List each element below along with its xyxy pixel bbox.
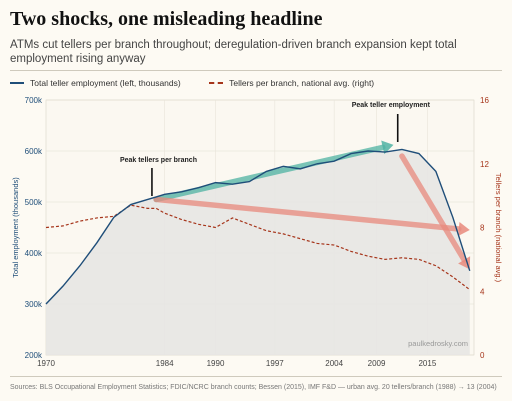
legend: Total teller employment (left, thousands… xyxy=(10,76,400,88)
chart-title: Two shocks, one misleading headline xyxy=(10,8,323,30)
x-tick-label: 1990 xyxy=(207,359,225,368)
chart-plot: 200k 300k 400k 500k 600k 700k 0 4 8 12 16 1970 1984 1… xyxy=(11,96,503,368)
employment-area xyxy=(46,149,470,355)
y2-axis-label: Tellers per branch (national avg.) xyxy=(494,173,503,283)
legend-employment-swatch xyxy=(10,82,24,84)
peak-tellers-annotation: Peak tellers per branch xyxy=(120,157,197,164)
y-tick-label: 700k xyxy=(25,96,43,105)
x-tick-label: 1997 xyxy=(266,359,284,368)
employment-line xyxy=(45,148,471,305)
y-tick-label: 400k xyxy=(25,249,43,258)
y2-tick-label: 16 xyxy=(480,96,489,105)
y2-tick-label: 4 xyxy=(480,287,485,296)
y-tick-label: 200k xyxy=(25,351,43,360)
series-lines xyxy=(45,148,471,305)
trend-arrow-head xyxy=(458,222,470,236)
legend-tellers: Tellers per branch, national avg. (right… xyxy=(209,78,374,88)
employment-area-fill xyxy=(46,149,470,355)
x-tick-label: 2009 xyxy=(368,359,386,368)
tick-labels: 200k 300k 400k 500k 600k 700k 0 4 8 12 16 1970 1984 1… xyxy=(25,96,490,368)
trend-arrow-head xyxy=(458,256,471,270)
y2-tick-label: 12 xyxy=(480,160,489,169)
legend-employment: Total teller employment (left, thousands… xyxy=(10,78,181,88)
y-tick-label: 500k xyxy=(25,198,43,207)
header-divider xyxy=(10,70,502,71)
legend-employment-label: Total teller employment (left, thousands… xyxy=(30,78,181,88)
legend-tellers-label: Tellers per branch, national avg. (right… xyxy=(229,78,375,88)
y2-tick-label: 8 xyxy=(480,224,485,233)
legend-tellers-swatch xyxy=(209,82,224,84)
watermark: paulkedrosky.com xyxy=(408,339,468,348)
y-axis-label: Total employment (thousands) xyxy=(11,177,20,278)
x-tick-label: 1970 xyxy=(37,359,55,368)
trend-arrow-shaft xyxy=(399,153,467,263)
x-tick-label: 1984 xyxy=(156,359,174,368)
annotations: Peak tellers per branch Peak teller emplo… xyxy=(120,102,468,348)
peak-employment-annotation: Peak teller employment xyxy=(352,102,431,109)
footer-divider xyxy=(10,376,502,377)
axis-labels: Total employment (thousands) Tellers per … xyxy=(11,173,503,283)
trend-arrow-head xyxy=(381,140,394,155)
y-tick-label: 600k xyxy=(25,147,43,156)
chart-subtitle: ATMs cut tellers per branch throughout; … xyxy=(10,39,457,65)
source-note: Sources: BLS Occupational Employment Sta… xyxy=(10,384,497,391)
x-tick-label: 2004 xyxy=(325,359,343,368)
trend-arrow-shaft xyxy=(153,196,462,232)
y2-tick-label: 0 xyxy=(480,351,485,360)
x-tick-label: 2015 xyxy=(418,359,436,368)
y-tick-label: 300k xyxy=(25,300,43,309)
